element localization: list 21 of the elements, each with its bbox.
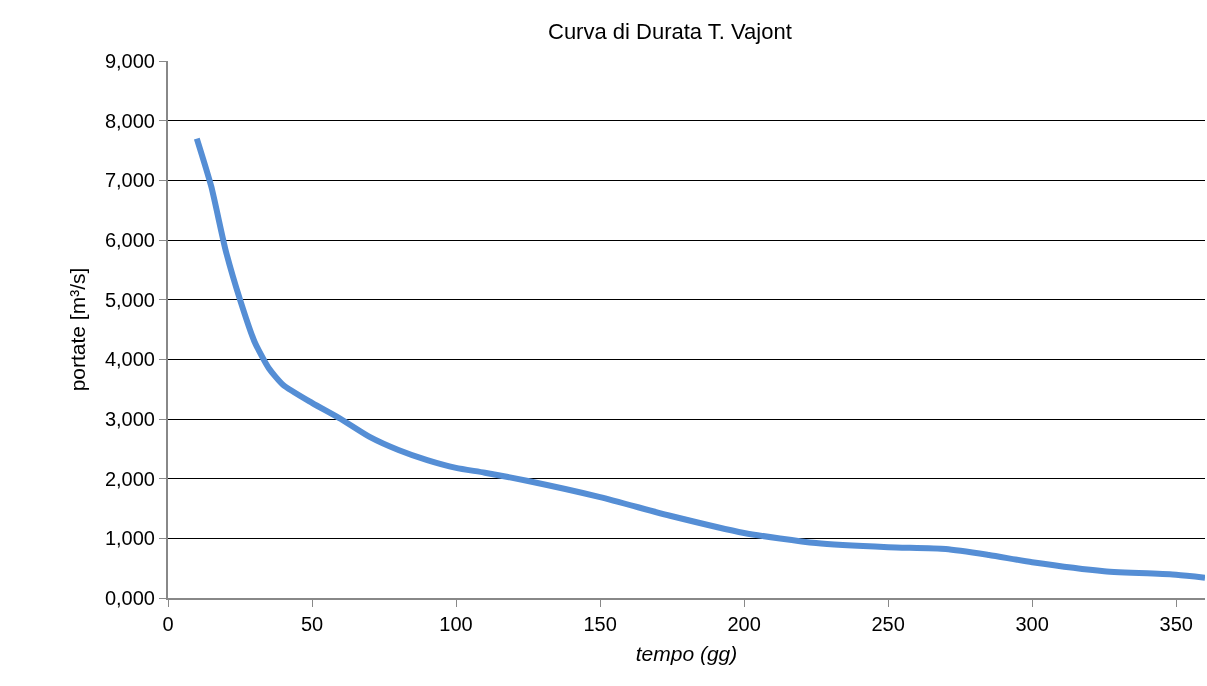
y-tick-label: 0,000 — [104, 587, 155, 609]
y-tick-label: 9,000 — [104, 50, 155, 72]
y-tick-label: 2,000 — [104, 467, 155, 490]
x-tick-label: 200 — [727, 613, 761, 635]
y-tick-label: 1,000 — [104, 527, 155, 550]
x-tick-label: 50 — [300, 613, 324, 635]
x-tick-label: 0 — [162, 613, 174, 635]
x-tick-label: 250 — [871, 613, 905, 635]
y-tick-label: 4,000 — [104, 348, 155, 371]
y-tick-label: 3,000 — [104, 408, 155, 430]
y-tick-label: 5,000 — [104, 288, 155, 311]
x-tick-label: 350 — [1159, 613, 1193, 635]
x-axis-title: tempo (gg) — [635, 641, 738, 665]
y-axis-title: portate [m³/s] — [65, 267, 89, 392]
y-tick-label: 6,000 — [104, 229, 155, 251]
x-tick-label: 150 — [583, 613, 617, 635]
x-tick-label: 100 — [439, 613, 473, 635]
chart-title: Curva di Durata T. Vajont — [548, 18, 792, 44]
x-tick-label: 300 — [1015, 613, 1049, 635]
y-tick-label: 8,000 — [104, 109, 155, 132]
y-tick-label: 7,000 — [104, 169, 155, 192]
